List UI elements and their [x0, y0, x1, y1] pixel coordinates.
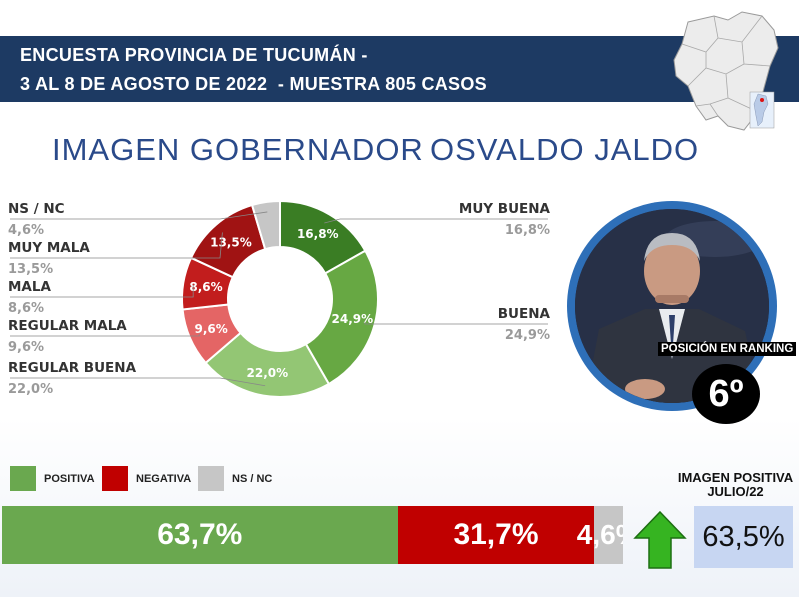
ranking-label: POSICIÓN EN RANKING: [658, 342, 797, 356]
tucuman-map-icon: [666, 8, 796, 134]
bar-segment-negativa: 31,7%: [397, 506, 595, 564]
donut-chart: 16,8% 24,9% 22,0% 9,6% 8,6% 13,5% NS / NC 4,6…: [0, 190, 560, 410]
legend-item-ns-nc: NS / NC: [198, 466, 272, 491]
category-label-buena: BUENA: [498, 306, 551, 322]
slice-label-muy-mala: 13,5%: [210, 235, 252, 249]
title-part-1: IMAGEN GOBERNADOR: [52, 132, 424, 167]
leader-line-buena: [364, 322, 548, 325]
category-value-regular-buena: 22,0%: [8, 382, 53, 397]
up-arrow-icon: [633, 510, 687, 570]
leader-line-regular-buena: [10, 377, 266, 387]
stacked-bar: 63,7% 31,7% 4,6%: [2, 506, 623, 564]
category-label-ns-nc: NS / NC: [8, 201, 65, 217]
category-label-regular-mala: REGULAR MALA: [8, 318, 127, 334]
slice-label-buena: 24,9%: [332, 312, 374, 326]
previous-image-value: 63,5%: [694, 506, 793, 568]
legend-label-ns-nc: NS / NC: [232, 472, 273, 485]
title-part-2: OSVALDO JALDO: [430, 132, 700, 167]
legend-swatch-ns-nc: [198, 466, 224, 491]
legend-item-negativa: NEGATIVA: [102, 466, 191, 491]
leader-line-muy-buena: [324, 218, 548, 224]
slice-label-regular-buena: 22,0%: [247, 366, 289, 380]
category-label-regular-buena: REGULAR BUENA: [8, 360, 137, 376]
bar-label-negativa: 31,7%: [453, 518, 539, 551]
bar-segment-ns-nc: 4,6%: [577, 506, 623, 564]
previous-image-label: IMAGEN POSITIVA JULIO/22: [677, 470, 794, 499]
header-line-1: ENCUESTA PROVINCIA DE TUCUMÁN -: [20, 45, 368, 65]
category-value-mala: 8,6%: [8, 301, 44, 316]
legend-swatch-negativa: [102, 466, 128, 491]
category-value-muy-mala: 13,5%: [8, 262, 53, 277]
category-value-muy-buena: 16,8%: [505, 223, 550, 238]
category-value-ns-nc: 4,6%: [8, 223, 44, 238]
header-line-2: 3 AL 8 DE AGOSTO DE 2022 - MUESTRA 805 C…: [20, 74, 487, 94]
category-value-regular-mala: 9,6%: [8, 340, 44, 355]
bar-label-ns-nc: 4,6%: [576, 519, 623, 550]
legend-item-positiva: POSITIVA: [10, 466, 95, 491]
leader-line-mala: [10, 284, 194, 298]
leader-line-ns-nc: [10, 211, 268, 220]
slice-buena: [304, 249, 379, 386]
ranking-badge: 6º: [692, 364, 760, 424]
leader-line-muy-mala: [10, 232, 223, 259]
bar-segment-positiva: 63,7%: [2, 506, 398, 564]
slice-label-mala: 8,6%: [189, 280, 222, 294]
slice-label-regular-mala: 9,6%: [195, 322, 228, 336]
slice-label-muy-buena: 16,8%: [297, 227, 339, 241]
bar-label-positiva: 63,7%: [157, 518, 243, 551]
header-band: [0, 36, 799, 102]
legend-swatch-positiva: [10, 466, 36, 491]
category-value-buena: 24,9%: [505, 328, 550, 343]
category-label-mala: MALA: [8, 279, 51, 295]
legend-label-negativa: NEGATIVA: [136, 472, 192, 485]
category-label-muy-mala: MUY MALA: [8, 240, 90, 256]
legend-label-positiva: POSITIVA: [44, 472, 95, 485]
category-label-muy-buena: MUY BUENA: [459, 201, 551, 217]
leader-line-regular-mala: [10, 333, 200, 337]
